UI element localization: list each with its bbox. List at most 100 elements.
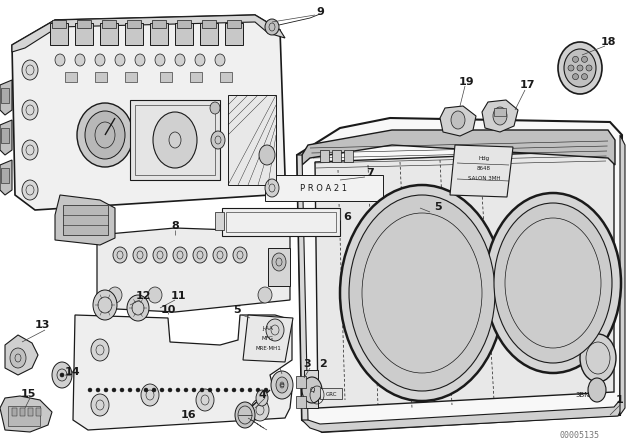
- Ellipse shape: [582, 73, 588, 80]
- Ellipse shape: [152, 388, 156, 392]
- Text: 11: 11: [170, 291, 186, 301]
- Text: 4: 4: [258, 390, 266, 400]
- Ellipse shape: [153, 247, 167, 263]
- Ellipse shape: [55, 54, 65, 66]
- Text: 9: 9: [316, 7, 324, 17]
- Bar: [28, 408, 33, 416]
- Ellipse shape: [588, 378, 606, 402]
- Bar: [95, 72, 107, 82]
- Ellipse shape: [493, 107, 507, 125]
- Ellipse shape: [144, 388, 148, 392]
- Ellipse shape: [251, 399, 269, 421]
- Ellipse shape: [271, 371, 293, 399]
- Polygon shape: [243, 315, 293, 362]
- Bar: [215, 212, 224, 230]
- Bar: [296, 396, 306, 408]
- Bar: [127, 20, 141, 28]
- Ellipse shape: [558, 42, 602, 94]
- Ellipse shape: [136, 388, 140, 392]
- Bar: [344, 150, 353, 162]
- Ellipse shape: [494, 203, 612, 363]
- Text: 00005135: 00005135: [560, 431, 600, 439]
- Bar: [135, 105, 215, 175]
- Text: 3: 3: [303, 359, 311, 369]
- Ellipse shape: [52, 362, 72, 388]
- Ellipse shape: [196, 389, 214, 411]
- Ellipse shape: [77, 103, 133, 167]
- Ellipse shape: [112, 388, 116, 392]
- Text: 17: 17: [519, 80, 535, 90]
- Ellipse shape: [60, 373, 64, 377]
- Bar: [152, 20, 166, 28]
- Ellipse shape: [235, 402, 255, 428]
- Bar: [202, 20, 216, 28]
- Bar: [227, 20, 241, 28]
- Text: P R O A 2 1: P R O A 2 1: [301, 184, 348, 193]
- Ellipse shape: [232, 388, 236, 392]
- Ellipse shape: [210, 102, 220, 114]
- Ellipse shape: [192, 388, 196, 392]
- Bar: [228, 95, 276, 185]
- Text: 19: 19: [459, 77, 475, 87]
- Polygon shape: [302, 130, 615, 165]
- Polygon shape: [0, 396, 52, 432]
- Ellipse shape: [216, 388, 220, 392]
- Ellipse shape: [580, 334, 616, 382]
- Ellipse shape: [75, 54, 85, 66]
- Text: MRE·MH1: MRE·MH1: [255, 345, 281, 350]
- Bar: [63, 205, 108, 235]
- Polygon shape: [97, 228, 290, 312]
- Bar: [125, 72, 137, 82]
- Bar: [225, 23, 243, 45]
- Ellipse shape: [95, 54, 105, 66]
- Polygon shape: [5, 335, 38, 375]
- Bar: [12, 408, 17, 416]
- Text: 7: 7: [366, 168, 374, 178]
- Polygon shape: [440, 106, 476, 136]
- Ellipse shape: [155, 54, 165, 66]
- Ellipse shape: [582, 56, 588, 62]
- Text: 3BN: 3BN: [576, 392, 590, 398]
- Ellipse shape: [115, 54, 125, 66]
- Bar: [52, 20, 66, 28]
- Text: 5: 5: [434, 202, 442, 212]
- Ellipse shape: [195, 54, 205, 66]
- Ellipse shape: [265, 179, 279, 197]
- Ellipse shape: [349, 195, 495, 391]
- Polygon shape: [0, 80, 12, 115]
- Polygon shape: [482, 100, 518, 132]
- Ellipse shape: [85, 111, 125, 159]
- Ellipse shape: [256, 390, 268, 406]
- Polygon shape: [0, 160, 12, 195]
- Ellipse shape: [258, 287, 272, 303]
- Ellipse shape: [141, 384, 159, 406]
- Ellipse shape: [233, 247, 247, 263]
- Ellipse shape: [173, 247, 187, 263]
- Bar: [100, 23, 118, 45]
- Ellipse shape: [108, 287, 122, 303]
- Polygon shape: [302, 400, 622, 432]
- Bar: [75, 23, 93, 45]
- Ellipse shape: [104, 388, 108, 392]
- Bar: [320, 388, 342, 399]
- Ellipse shape: [568, 65, 574, 71]
- Bar: [77, 20, 91, 28]
- Text: SALON 3MH: SALON 3MH: [468, 176, 500, 181]
- Bar: [200, 23, 218, 45]
- Ellipse shape: [573, 73, 579, 80]
- Bar: [265, 175, 383, 201]
- Ellipse shape: [120, 388, 124, 392]
- Bar: [304, 370, 318, 408]
- Bar: [8, 406, 40, 426]
- Bar: [332, 150, 341, 162]
- Ellipse shape: [96, 388, 100, 392]
- Ellipse shape: [22, 180, 38, 200]
- Polygon shape: [73, 315, 292, 430]
- Polygon shape: [12, 15, 285, 210]
- Ellipse shape: [113, 247, 127, 263]
- Text: 18: 18: [600, 37, 616, 47]
- Ellipse shape: [340, 185, 504, 401]
- Bar: [65, 72, 77, 82]
- Text: e: e: [280, 382, 284, 388]
- Ellipse shape: [224, 388, 228, 392]
